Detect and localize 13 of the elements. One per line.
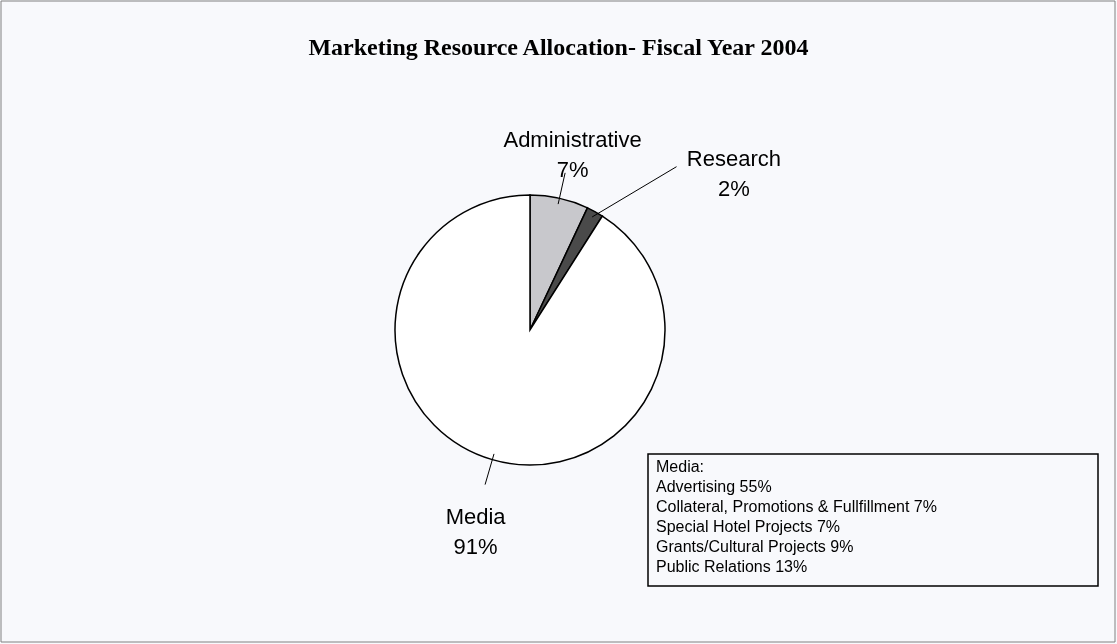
text: Public Relations 13% [656,558,808,575]
slice-label: Research [686,146,782,172]
text: Media: [656,458,705,475]
data-label: 2% [718,176,750,202]
text: Grants/Cultural Projects 9% [656,538,854,555]
slice-label: Media [445,504,507,530]
text: Special Hotel Projects 7% [656,518,841,535]
text: Advertising 55% [656,478,772,495]
text: Collateral, Promotions & Fullfillment 7% [656,498,937,515]
chart-title: Marketing Resource Allocation- Fiscal Year 2004 [308,34,809,60]
data-label: 91% [453,534,498,560]
slice-label: Administrative [503,126,642,152]
data-label: 7% [556,156,589,182]
